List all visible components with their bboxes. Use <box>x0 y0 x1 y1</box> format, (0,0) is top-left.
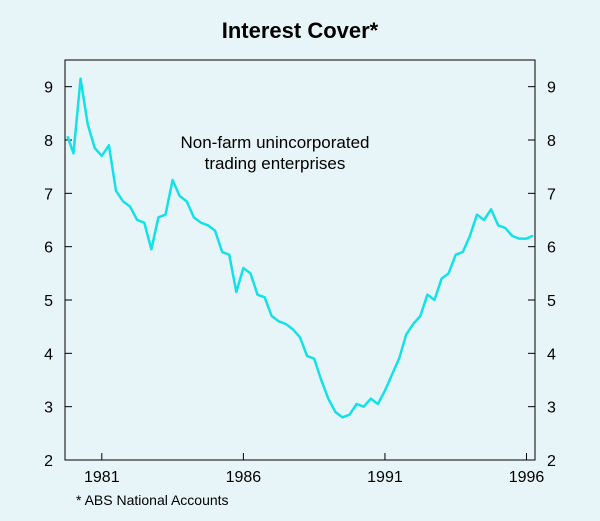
ytick-label-right: 9 <box>547 80 556 97</box>
ytick-label-left: 6 <box>44 240 53 257</box>
xtick-label: 1986 <box>226 469 262 486</box>
ytick-label-right: 6 <box>547 240 556 257</box>
ytick-label-right: 5 <box>547 293 556 310</box>
ytick-label-right: 3 <box>547 400 556 417</box>
chart-container: Interest Cover* 223344556677889919811986… <box>0 0 600 521</box>
ytick-label-left: 8 <box>44 133 53 150</box>
series-label: Non-farm unincorporatedtrading enterpris… <box>145 132 405 175</box>
xtick-label: 1991 <box>367 469 403 486</box>
ytick-label-left: 3 <box>44 400 53 417</box>
xtick-label: 1996 <box>509 469 545 486</box>
ytick-label-left: 2 <box>44 453 53 470</box>
ytick-label-left: 5 <box>44 293 53 310</box>
ytick-label-right: 4 <box>547 346 556 363</box>
plot-bg <box>65 60 535 460</box>
ytick-label-left: 7 <box>44 186 53 203</box>
plot-svg: 2 2 3 3 4 4 5 5 6 6 7 7 8 8 9 9 1981 1986 1991 1996 <box>0 0 600 521</box>
ytick-label-left: 4 <box>44 346 53 363</box>
chart-footnote: * ABS National Accounts <box>76 492 229 508</box>
series-label-line: trading enterprises <box>145 153 405 174</box>
ytick-label-right: 8 <box>547 133 556 150</box>
ytick-label-right: 7 <box>547 186 556 203</box>
ytick-label-left: 9 <box>44 80 53 97</box>
xtick-label: 1981 <box>84 469 120 486</box>
ytick-label-right: 2 <box>547 453 556 470</box>
series-label-line: Non-farm unincorporated <box>145 132 405 153</box>
